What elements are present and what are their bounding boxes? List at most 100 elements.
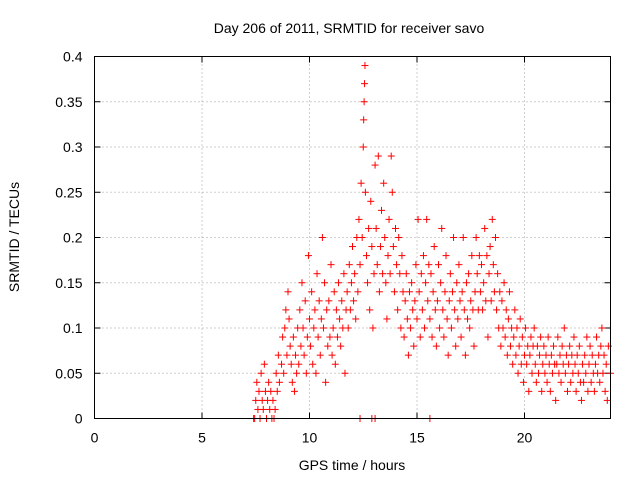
data-point bbox=[297, 342, 305, 350]
data-point bbox=[373, 261, 381, 269]
data-point bbox=[512, 351, 520, 359]
data-point bbox=[504, 315, 512, 323]
data-point bbox=[389, 243, 397, 251]
data-point bbox=[372, 224, 380, 232]
data-point bbox=[415, 288, 423, 296]
y-axis-title: SRMTID / TECUs bbox=[6, 182, 22, 292]
data-point bbox=[507, 342, 515, 350]
data-point bbox=[488, 215, 496, 223]
data-point bbox=[533, 342, 541, 350]
data-point bbox=[445, 297, 453, 305]
data-point bbox=[528, 369, 536, 377]
data-point bbox=[429, 288, 437, 296]
data-point bbox=[281, 324, 289, 332]
data-point bbox=[446, 270, 454, 278]
data-point bbox=[308, 288, 316, 296]
data-point bbox=[361, 188, 369, 196]
data-point bbox=[295, 360, 303, 368]
data-point bbox=[561, 369, 569, 377]
data-point bbox=[369, 324, 377, 332]
data-point bbox=[603, 396, 611, 404]
plot-frame bbox=[94, 56, 611, 419]
data-point bbox=[350, 297, 358, 305]
data-point bbox=[306, 315, 313, 323]
data-point bbox=[573, 351, 581, 359]
data-point bbox=[575, 342, 583, 350]
data-point bbox=[379, 270, 387, 278]
data-point bbox=[556, 351, 564, 359]
data-point bbox=[313, 270, 321, 278]
data-point bbox=[584, 387, 592, 395]
data-point bbox=[567, 378, 575, 386]
data-point bbox=[345, 261, 353, 269]
data-point bbox=[491, 234, 499, 241]
data-point bbox=[333, 333, 341, 341]
data-point bbox=[447, 324, 455, 332]
data-point bbox=[409, 306, 417, 314]
data-point bbox=[466, 324, 474, 332]
data-point bbox=[547, 351, 555, 359]
x-tick-label: 10 bbox=[302, 430, 318, 446]
data-point bbox=[340, 270, 348, 278]
data-point bbox=[454, 315, 462, 323]
data-point bbox=[486, 243, 494, 251]
data-point bbox=[326, 333, 334, 341]
data-point bbox=[324, 342, 332, 350]
data-point bbox=[387, 152, 395, 160]
data-point bbox=[315, 297, 323, 305]
data-point bbox=[422, 279, 430, 287]
data-point bbox=[402, 270, 410, 278]
data-point bbox=[371, 161, 379, 169]
data-point bbox=[323, 306, 331, 314]
data-point bbox=[468, 252, 476, 260]
y-tick-label: 0.05 bbox=[55, 365, 82, 381]
data-point bbox=[473, 270, 481, 278]
data-point bbox=[442, 252, 450, 260]
data-point bbox=[273, 387, 281, 395]
data-point bbox=[260, 360, 268, 368]
x-tick-label: 20 bbox=[517, 430, 533, 446]
data-point bbox=[579, 360, 587, 368]
data-point bbox=[385, 215, 393, 223]
data-point bbox=[499, 324, 507, 332]
data-point bbox=[571, 360, 579, 368]
data-point bbox=[283, 351, 291, 359]
data-point bbox=[461, 351, 469, 359]
data-point bbox=[280, 369, 288, 377]
data-point bbox=[349, 243, 356, 251]
data-point bbox=[396, 270, 404, 278]
data-point bbox=[287, 360, 295, 368]
data-point bbox=[368, 243, 376, 251]
data-point bbox=[392, 224, 399, 232]
data-point bbox=[272, 369, 280, 377]
data-point bbox=[386, 270, 394, 278]
data-point bbox=[400, 333, 408, 341]
data-point bbox=[309, 360, 317, 368]
y-tick-label: 0.2 bbox=[63, 230, 83, 246]
data-point bbox=[450, 234, 458, 241]
data-point bbox=[417, 270, 425, 278]
data-point bbox=[301, 297, 309, 305]
data-point bbox=[362, 252, 370, 260]
data-point bbox=[361, 62, 369, 70]
data-point bbox=[565, 360, 573, 368]
chart-title: Day 206 of 2011, SRMTID for receiver sav… bbox=[214, 20, 485, 36]
data-point bbox=[380, 179, 388, 187]
data-point bbox=[581, 351, 589, 359]
data-point bbox=[476, 288, 484, 296]
data-point bbox=[296, 306, 304, 314]
data-point bbox=[518, 333, 526, 341]
data-point bbox=[382, 279, 390, 287]
data-point bbox=[455, 261, 463, 269]
data-point bbox=[467, 297, 475, 305]
data-point bbox=[501, 333, 509, 341]
data-point bbox=[419, 252, 427, 260]
data-point bbox=[310, 324, 318, 332]
data-point bbox=[365, 224, 373, 232]
data-point bbox=[531, 360, 539, 368]
data-point bbox=[312, 369, 320, 377]
data-point bbox=[317, 315, 325, 323]
data-point bbox=[289, 333, 297, 341]
data-point bbox=[432, 342, 440, 350]
data-point bbox=[329, 324, 337, 332]
